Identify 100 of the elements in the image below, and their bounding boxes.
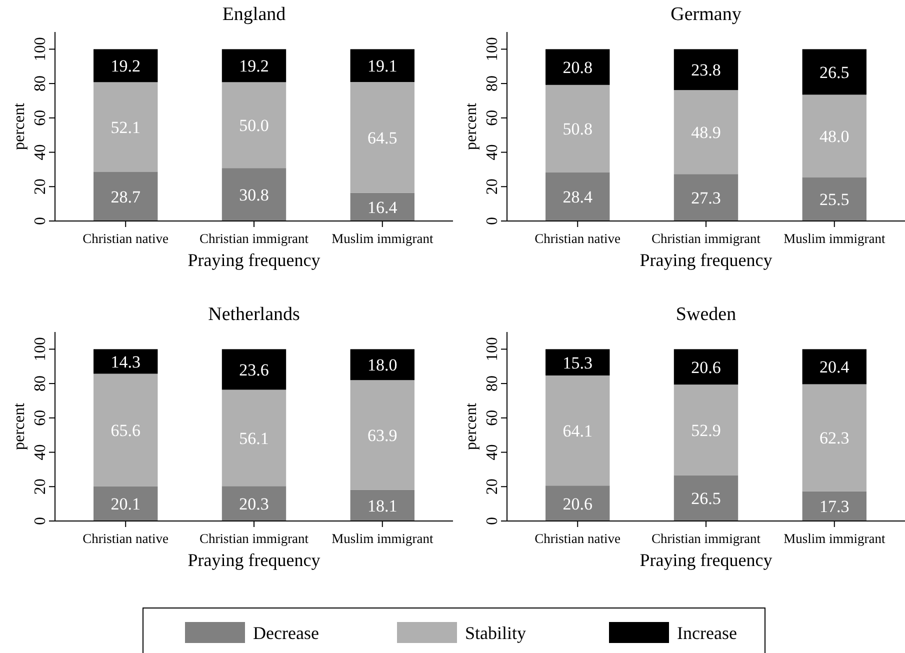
bar — [94, 349, 158, 374]
y-tick-label: 80 — [484, 376, 501, 392]
y-tick-label: 20 — [32, 478, 49, 495]
data-label: 19.2 — [110, 56, 140, 76]
bar — [350, 192, 414, 221]
y-tick-label: 80 — [32, 376, 49, 392]
x-tick-label: Christian native — [534, 531, 621, 546]
data-label: 25.5 — [820, 190, 850, 210]
legend-label: Decrease — [253, 623, 319, 643]
data-label: 20.6 — [562, 494, 592, 514]
data-label: 15.3 — [562, 353, 592, 372]
y-tick-label: 20 — [484, 478, 501, 495]
data-label: 48.9 — [691, 123, 721, 142]
y-axis-title: percent — [11, 102, 28, 150]
bar — [802, 177, 866, 221]
x-tick-label: Christian immigrant — [651, 231, 761, 246]
y-tick-label: 0 — [32, 217, 49, 225]
bar — [546, 49, 610, 85]
data-label: 56.1 — [239, 428, 269, 448]
y-tick-label: 20 — [32, 178, 49, 195]
bar — [94, 172, 158, 221]
y-axis-title: percent — [463, 402, 480, 450]
bar — [546, 349, 610, 376]
bar — [350, 82, 414, 193]
data-label: 20.6 — [691, 358, 721, 377]
x-axis-title: Praying frequency — [640, 550, 772, 570]
bar — [350, 349, 414, 380]
data-label: 28.7 — [110, 187, 141, 206]
x-tick-label: Christian native — [82, 231, 169, 246]
bar — [94, 82, 158, 172]
data-label: 16.4 — [368, 198, 398, 217]
bar — [546, 486, 610, 521]
chart-title: England — [222, 4, 286, 25]
y-tick-label: 40 — [32, 144, 49, 160]
y-tick-label: 20 — [484, 178, 501, 195]
bar — [546, 84, 610, 172]
bar — [350, 49, 414, 82]
data-label: 28.4 — [562, 188, 593, 207]
data-label: 17.3 — [820, 497, 850, 516]
bar — [222, 49, 286, 82]
legend-label: Stability — [465, 623, 526, 643]
y-tick-label: 0 — [32, 517, 49, 525]
bar — [802, 349, 866, 384]
bar — [802, 384, 866, 492]
data-label: 20.8 — [562, 58, 592, 77]
y-tick-label: 60 — [32, 410, 49, 426]
x-tick-label: Christian native — [82, 531, 169, 546]
y-tick-label: 0 — [484, 217, 501, 225]
data-label: 18.0 — [368, 356, 398, 375]
bar — [350, 380, 414, 490]
bar — [802, 491, 866, 521]
y-tick-label: 100 — [484, 337, 501, 362]
data-label: 14.3 — [110, 352, 140, 372]
data-label: 27.3 — [691, 188, 721, 208]
y-tick-label: 40 — [32, 444, 49, 460]
data-label: 20.4 — [820, 358, 850, 377]
bar — [546, 172, 610, 221]
bar — [94, 49, 158, 82]
x-tick-label: Muslim immigrant — [332, 531, 434, 546]
bar — [674, 475, 738, 521]
data-label: 62.3 — [820, 428, 850, 448]
y-tick-label: 100 — [32, 37, 49, 62]
data-label: 23.6 — [239, 360, 269, 380]
data-label: 64.5 — [368, 128, 398, 148]
bar — [350, 490, 414, 521]
data-label: 26.5 — [691, 489, 721, 508]
x-axis-title: Praying frequency — [640, 250, 772, 270]
bar — [222, 349, 286, 390]
y-axis-title: percent — [11, 402, 28, 450]
legend-label: Increase — [677, 623, 737, 643]
x-tick-label: Muslim immigrant — [784, 531, 886, 546]
bar — [802, 94, 866, 178]
data-label: 19.2 — [239, 56, 269, 76]
y-tick-label: 0 — [484, 517, 501, 525]
x-axis-title: Praying frequency — [188, 250, 320, 270]
y-tick-label: 40 — [484, 444, 501, 460]
y-tick-label: 80 — [32, 76, 49, 92]
bar — [674, 384, 738, 476]
data-label: 52.9 — [691, 420, 721, 440]
data-label: 63.9 — [368, 426, 398, 445]
data-label: 64.1 — [562, 421, 592, 440]
data-label: 20.3 — [239, 494, 269, 514]
bar — [546, 375, 610, 486]
bar — [222, 82, 286, 168]
bar — [222, 486, 286, 521]
y-tick-label: 80 — [484, 76, 501, 92]
x-tick-label: Christian immigrant — [651, 531, 761, 546]
bar — [674, 349, 738, 385]
data-label: 50.0 — [239, 116, 269, 136]
data-label: 23.8 — [691, 60, 721, 80]
data-label: 20.1 — [110, 494, 140, 514]
data-label: 52.1 — [110, 118, 140, 137]
y-tick-label: 60 — [484, 110, 501, 126]
chart-title: Sweden — [676, 304, 737, 325]
chart-title: Germany — [670, 4, 742, 25]
chart-title: Netherlands — [208, 304, 300, 325]
y-axis-title: percent — [463, 102, 480, 150]
y-tick-label: 40 — [484, 144, 501, 160]
bar — [222, 390, 286, 486]
data-label: 50.8 — [562, 120, 592, 139]
